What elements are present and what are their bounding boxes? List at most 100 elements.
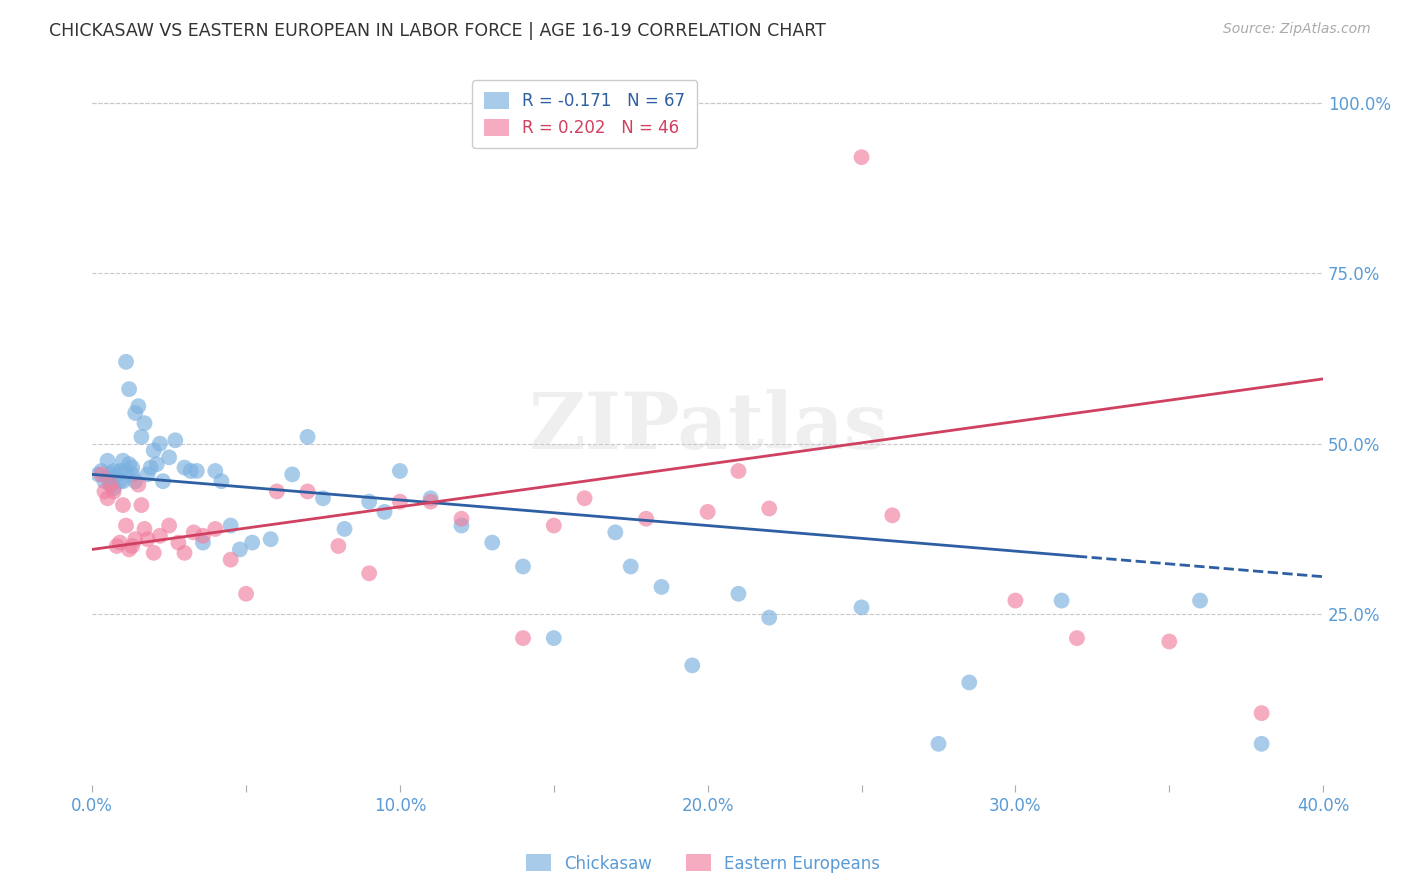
Point (1050, 593, 1073, 607)
Point (186, 464, 208, 478)
Point (111, 454, 134, 468)
Point (139, 460, 162, 475)
Point (543, 631, 565, 645)
Point (219, 552, 242, 566)
Point (100, 477, 122, 491)
Point (118, 542, 141, 557)
Point (297, 430, 319, 444)
Point (1066, 631, 1088, 645)
Point (118, 382, 141, 396)
Point (103, 481, 125, 495)
Point (851, 150, 873, 164)
Point (419, 491, 441, 506)
Point (636, 512, 658, 526)
Text: Source: ZipAtlas.com: Source: ZipAtlas.com (1223, 22, 1371, 37)
Point (1250, 706, 1272, 720)
Point (191, 535, 214, 549)
Point (152, 474, 174, 488)
Point (373, 505, 395, 519)
Point (219, 518, 242, 533)
Point (136, 532, 159, 546)
Point (333, 522, 356, 536)
Point (1159, 634, 1181, 648)
Point (312, 491, 335, 506)
Point (727, 464, 749, 478)
Point (105, 539, 128, 553)
Point (157, 518, 180, 533)
Point (173, 460, 195, 475)
Point (229, 542, 252, 557)
Point (115, 518, 138, 533)
Point (180, 464, 202, 478)
Point (134, 522, 156, 536)
Point (240, 535, 263, 549)
Point (260, 532, 283, 546)
Point (118, 457, 141, 471)
Point (574, 491, 596, 506)
Point (149, 436, 172, 450)
Point (127, 399, 149, 413)
Point (235, 587, 257, 601)
Point (297, 484, 319, 499)
Point (100, 477, 122, 491)
Point (851, 600, 873, 615)
Point (882, 508, 904, 523)
Point (157, 450, 180, 465)
Point (142, 546, 165, 560)
Point (681, 658, 703, 673)
Text: ZIPatlas: ZIPatlas (527, 389, 887, 465)
Point (696, 505, 718, 519)
Point (90, 467, 112, 482)
Point (108, 474, 131, 488)
Point (512, 559, 534, 574)
Point (165, 434, 187, 448)
Point (183, 525, 205, 540)
Text: CHICKASAW VS EASTERN EUROPEAN IN LABOR FORCE | AGE 16-19 CORRELATION CHART: CHICKASAW VS EASTERN EUROPEAN IN LABOR F… (49, 22, 827, 40)
Point (328, 539, 350, 553)
Point (131, 498, 153, 512)
Legend: R = -0.171   N = 67, R = 0.202   N = 46: R = -0.171 N = 67, R = 0.202 N = 46 (472, 80, 697, 148)
Point (359, 566, 381, 581)
Point (127, 477, 149, 491)
Point (100, 467, 122, 482)
Point (388, 464, 411, 478)
Point (93, 474, 115, 488)
Point (1250, 737, 1272, 751)
Point (650, 580, 672, 594)
Point (142, 443, 165, 458)
Point (124, 532, 146, 546)
Point (97, 454, 120, 468)
Point (115, 464, 138, 478)
Point (136, 467, 159, 482)
Point (481, 535, 503, 549)
Point (93, 484, 115, 499)
Point (124, 474, 146, 488)
Point (167, 535, 190, 549)
Point (281, 467, 304, 482)
Point (957, 675, 980, 690)
Point (419, 494, 441, 508)
Point (927, 737, 949, 751)
Point (620, 559, 643, 574)
Point (111, 474, 134, 488)
Point (1004, 593, 1026, 607)
Point (512, 631, 534, 645)
Point (388, 494, 411, 508)
Point (97, 491, 120, 506)
Point (266, 484, 288, 499)
Point (131, 430, 153, 444)
Point (121, 539, 143, 553)
Point (543, 518, 565, 533)
Point (146, 457, 169, 471)
Point (87, 467, 110, 482)
Point (450, 512, 472, 526)
Point (149, 529, 172, 543)
Point (173, 546, 195, 560)
Point (115, 355, 138, 369)
Point (97, 471, 120, 485)
Point (124, 406, 146, 420)
Point (1189, 593, 1212, 607)
Point (204, 464, 226, 478)
Point (758, 501, 780, 516)
Point (209, 474, 232, 488)
